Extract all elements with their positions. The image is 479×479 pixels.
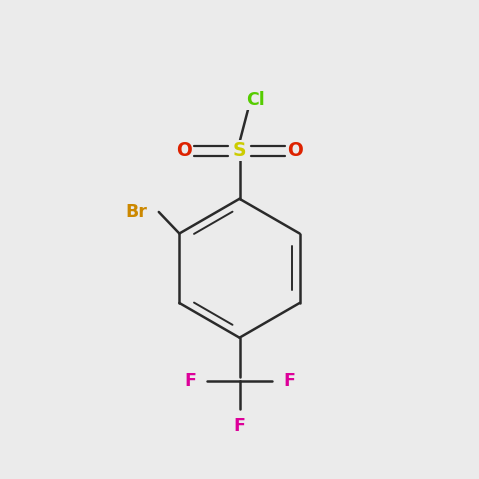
Text: O: O — [286, 141, 303, 160]
Text: O: O — [176, 141, 193, 160]
Text: Br: Br — [125, 203, 147, 221]
Text: F: F — [283, 372, 295, 390]
Text: F: F — [184, 372, 196, 390]
Text: S: S — [233, 141, 246, 160]
Text: F: F — [234, 417, 245, 435]
Text: Cl: Cl — [246, 91, 265, 109]
